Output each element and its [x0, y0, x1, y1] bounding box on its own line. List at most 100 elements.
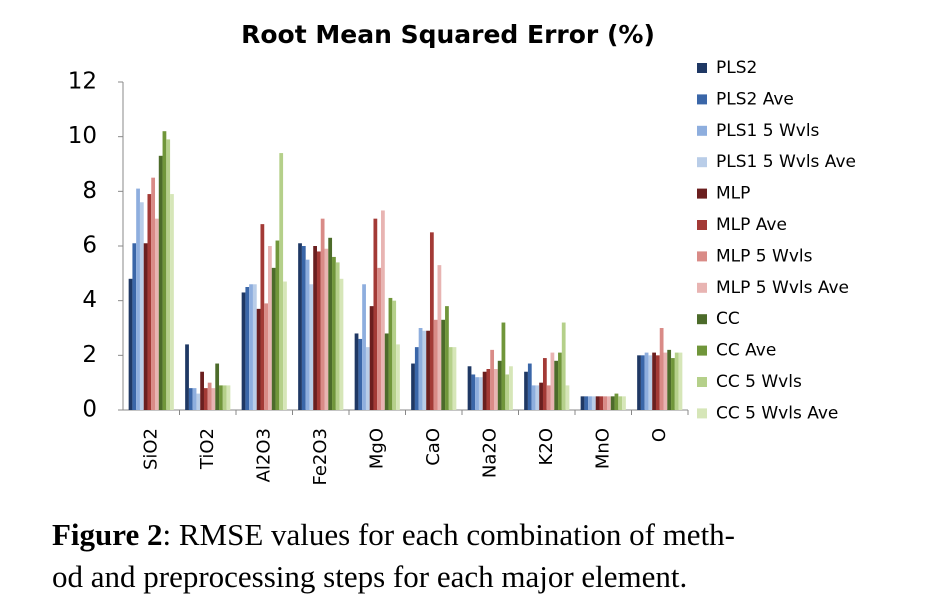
bar — [539, 382, 543, 410]
caption-label: Figure 2 — [52, 517, 163, 552]
legend-swatch — [697, 377, 707, 387]
bar — [554, 360, 559, 410]
bar — [542, 358, 547, 410]
bar — [618, 396, 623, 410]
legend-label: MLP — [716, 184, 750, 204]
bar — [249, 284, 253, 410]
bar — [392, 300, 397, 410]
legend-swatch — [697, 63, 707, 73]
legend-label: CC — [716, 309, 740, 329]
bar — [381, 210, 385, 410]
bar — [429, 232, 434, 410]
bar — [565, 385, 570, 410]
bar — [136, 188, 140, 410]
bar — [207, 382, 212, 410]
bar — [437, 265, 442, 410]
bar — [452, 347, 457, 410]
bar — [561, 322, 566, 410]
legend-label: PLS1 5 Wvls — [716, 121, 820, 141]
bar — [607, 396, 611, 410]
legend-swatch — [697, 157, 707, 168]
y-tick-label: 0 — [82, 397, 97, 423]
bar — [471, 374, 476, 410]
legend-swatch — [697, 220, 707, 230]
y-tick-label: 8 — [82, 178, 97, 204]
bar — [245, 287, 250, 410]
bar — [588, 396, 592, 410]
x-tick-label: Fe2O3 — [310, 428, 331, 486]
x-tick-label: SiO2 — [140, 428, 161, 470]
bar — [667, 349, 672, 410]
bar — [678, 352, 683, 410]
legend-swatch — [697, 408, 707, 419]
bar — [418, 328, 423, 410]
bar — [637, 355, 641, 410]
bar — [170, 194, 174, 410]
bar — [614, 393, 619, 410]
legend-label: CC Ave — [716, 341, 776, 361]
bar — [497, 360, 502, 410]
bar — [663, 352, 668, 410]
bar — [200, 371, 204, 410]
y-tick-label: 6 — [82, 233, 97, 259]
bar — [494, 369, 498, 410]
bar — [482, 371, 487, 410]
bar — [203, 388, 208, 410]
bar — [309, 284, 314, 410]
bar — [369, 306, 374, 410]
bar — [226, 385, 231, 410]
bar — [433, 319, 438, 410]
bar — [365, 347, 370, 410]
bar — [305, 259, 310, 410]
bar — [388, 297, 393, 410]
bar — [256, 308, 261, 410]
legend-swatch — [697, 188, 707, 199]
bar — [166, 139, 171, 410]
caption-line: od and preprocessing steps for each majo… — [52, 559, 687, 594]
bar — [441, 319, 446, 410]
bar — [644, 352, 649, 410]
bar — [283, 281, 287, 410]
legend-swatch — [697, 345, 707, 356]
bar — [509, 366, 513, 410]
x-tick-label: MgO — [366, 428, 387, 469]
bar — [354, 333, 359, 410]
bar — [241, 292, 246, 410]
bar — [674, 352, 679, 410]
bar — [648, 355, 653, 410]
bar — [328, 237, 333, 410]
bar — [486, 369, 491, 410]
bar — [155, 218, 159, 410]
y-tick-label: 2 — [82, 342, 97, 368]
bar — [271, 267, 276, 410]
bar — [622, 396, 626, 410]
x-tick-label: CaO — [423, 428, 444, 466]
x-tick-label: MnO — [592, 428, 613, 469]
bar — [505, 374, 510, 410]
legend-swatch — [697, 314, 707, 325]
bar — [373, 218, 378, 410]
bar — [501, 322, 506, 410]
bar — [422, 330, 427, 410]
bar — [655, 355, 660, 410]
legend-swatch — [697, 282, 707, 293]
bar — [132, 243, 137, 410]
bar — [591, 396, 596, 410]
y-tick-label: 4 — [82, 287, 97, 313]
legend-label: PLS2 Ave — [716, 89, 794, 109]
bar — [151, 177, 156, 410]
bar — [603, 396, 608, 410]
bar — [158, 155, 163, 410]
bar — [188, 388, 193, 410]
bar — [362, 284, 366, 410]
chart-title: Root Mean Squared Error (%) — [241, 20, 655, 49]
bar — [143, 243, 148, 410]
bar — [640, 355, 645, 410]
bar — [396, 344, 400, 410]
bar — [192, 388, 197, 410]
bar — [147, 194, 152, 410]
bar — [490, 349, 495, 410]
bar — [448, 347, 453, 410]
bar — [279, 153, 284, 411]
